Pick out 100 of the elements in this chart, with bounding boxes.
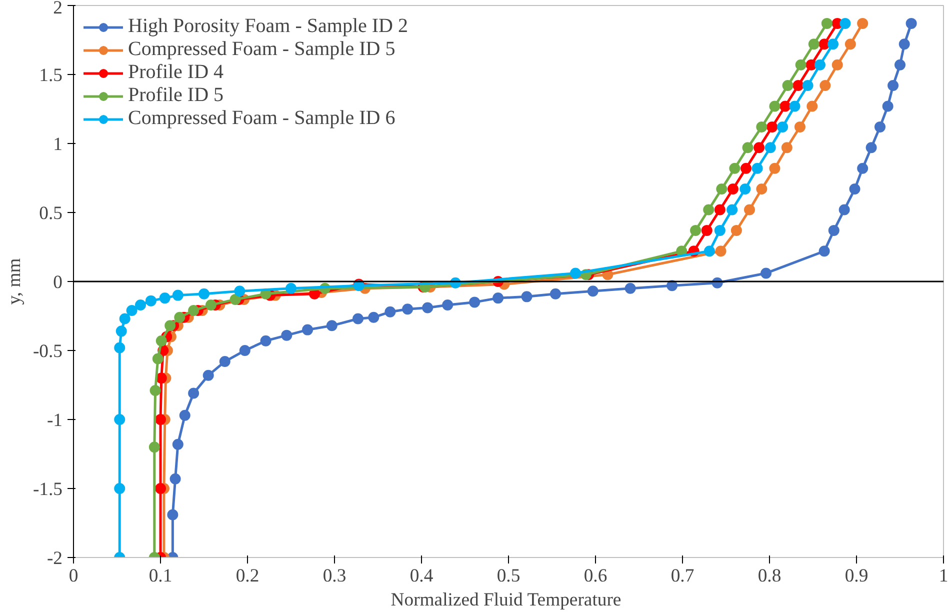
point [442, 299, 454, 310]
point [126, 304, 138, 316]
y-axis-title: y, mm [4, 258, 25, 305]
point [874, 121, 886, 132]
point [714, 204, 726, 216]
point [402, 304, 414, 315]
point [780, 100, 791, 112]
point [119, 313, 130, 324]
point [116, 326, 127, 337]
point [760, 268, 772, 279]
point [155, 414, 166, 425]
point [172, 290, 184, 301]
point [838, 204, 850, 216]
point [906, 18, 917, 29]
point [769, 162, 780, 174]
point [802, 80, 814, 92]
x-tick-label: 0.4 [410, 566, 434, 586]
point [808, 38, 820, 50]
point [587, 286, 598, 297]
point [170, 473, 181, 484]
point [777, 121, 788, 132]
point [148, 442, 160, 453]
point [114, 414, 126, 425]
point [730, 224, 742, 236]
point [752, 162, 763, 174]
point [828, 38, 839, 50]
y-tick-label: 1 [53, 134, 62, 155]
point [769, 100, 780, 112]
point [814, 59, 826, 70]
point [727, 184, 738, 195]
point [832, 59, 843, 70]
point [818, 246, 830, 257]
legend-label: High Porosity Foam - Sample ID 2 [128, 15, 408, 38]
point [234, 286, 246, 297]
point [156, 372, 167, 384]
point [701, 224, 712, 236]
point [740, 184, 751, 195]
point [302, 324, 314, 336]
x-tick-label: 0.5 [496, 566, 520, 586]
point [156, 335, 167, 346]
point [715, 246, 726, 257]
point [744, 204, 755, 216]
point [821, 18, 832, 29]
point [794, 121, 806, 132]
point [326, 320, 338, 332]
point [205, 299, 216, 310]
point [756, 184, 768, 195]
legend-label: Profile ID 5 [128, 84, 224, 107]
point [894, 59, 906, 70]
point [792, 80, 804, 92]
y-tick-label: -2 [46, 548, 63, 569]
point [844, 38, 856, 50]
y-tick-label: -1 [46, 410, 63, 431]
y-tick-label: 1.5 [39, 65, 63, 86]
point [134, 299, 146, 310]
point [857, 162, 868, 174]
point [492, 292, 504, 304]
point [352, 313, 364, 324]
point [729, 162, 740, 174]
point [150, 385, 161, 396]
point [188, 388, 200, 399]
point [849, 184, 860, 195]
point [624, 282, 636, 294]
point [230, 294, 241, 305]
point [114, 483, 126, 494]
y-tick-label: 2 [53, 0, 62, 18]
point [422, 302, 434, 314]
point [172, 438, 184, 450]
point [550, 288, 561, 300]
point [764, 142, 776, 154]
point [806, 100, 818, 112]
point [716, 184, 728, 195]
point [159, 292, 170, 304]
point [866, 142, 877, 154]
x-tick-label: 0 [68, 566, 78, 586]
point [828, 224, 840, 236]
point [882, 100, 894, 112]
point [188, 304, 200, 316]
x-tick-label: 0.6 [584, 566, 608, 586]
point [789, 100, 800, 112]
point [820, 80, 831, 92]
point [795, 59, 806, 70]
x-tick-label: 0.1 [148, 566, 172, 586]
point [167, 509, 178, 520]
point [704, 246, 715, 257]
y-tick-label: -0.5 [32, 341, 63, 362]
point [145, 295, 156, 306]
point [690, 224, 702, 236]
x-tick-label: 0.2 [236, 566, 260, 586]
legend-label: Compressed Foam - Sample ID 6 [128, 107, 396, 130]
point [782, 80, 794, 92]
point [164, 320, 176, 332]
x-tick-label: 0.7 [670, 566, 694, 586]
legend-label: Compressed Foam - Sample ID 5 [128, 38, 396, 61]
y-tick-label: -1.5 [32, 479, 63, 500]
x-tick-label: 0.8 [758, 566, 782, 586]
point [281, 330, 292, 341]
y-tick-label: 0 [53, 272, 62, 293]
point [857, 18, 868, 29]
point [174, 312, 186, 323]
